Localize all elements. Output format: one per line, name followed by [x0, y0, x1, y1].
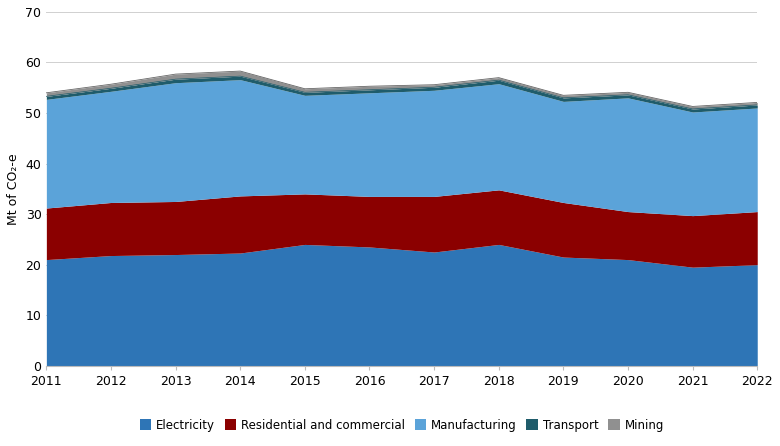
Legend: Electricity, Residential and commercial, Manufacturing, Transport, Mining: Electricity, Residential and commercial,… — [135, 414, 668, 437]
Y-axis label: Mt of CO₂-e: Mt of CO₂-e — [7, 153, 20, 225]
